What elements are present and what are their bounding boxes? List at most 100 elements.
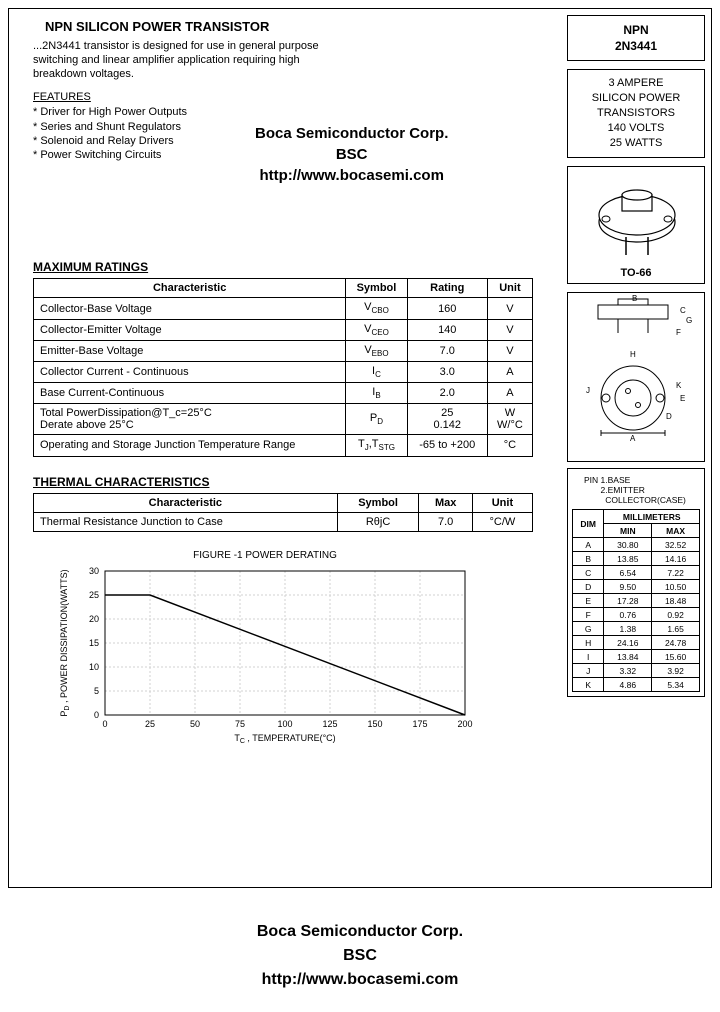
spec-summary-box: 3 AMPERE SILICON POWER TRANSISTORS 140 V…: [567, 69, 705, 157]
svg-text:150: 150: [367, 719, 382, 729]
chart-svg: 0255075100125150175200051015202530TC , T…: [55, 565, 475, 745]
svg-text:D: D: [666, 412, 672, 421]
company-abbr: BSC: [255, 144, 448, 165]
dim-letter: F: [573, 608, 604, 622]
rating-unit: V: [487, 298, 532, 319]
col-max: Max: [419, 493, 472, 512]
package-box: TO-66: [567, 166, 705, 284]
rating-char: Total PowerDissipation@T_c=25°C Derate a…: [34, 404, 346, 435]
table-row: H24.1624.78: [573, 636, 700, 650]
company-info-footer: Boca Semiconductor Corp. BSC http://www.…: [0, 920, 720, 992]
svg-text:5: 5: [94, 686, 99, 696]
rating-char: Operating and Storage Junction Temperatu…: [34, 435, 346, 456]
chart-title: FIGURE -1 POWER DERATING: [55, 550, 475, 561]
svg-text:0: 0: [94, 710, 99, 720]
rating-sym: TJ,TSTG: [346, 435, 407, 456]
dim-min: MIN: [604, 524, 652, 538]
doc-title: NPN SILICON POWER TRANSISTOR: [45, 19, 555, 34]
rating-sym: PD: [346, 404, 407, 435]
col-symbol: Symbol: [346, 279, 407, 298]
dim-letter: B: [573, 552, 604, 566]
dim-min-val: 17.28: [604, 594, 652, 608]
thermal-unit: °C/W: [472, 512, 532, 531]
dim-letter: J: [573, 664, 604, 678]
dim-min-val: 1.38: [604, 622, 652, 636]
table-row: I13.8415.60: [573, 650, 700, 664]
dim-max-val: 3.92: [652, 664, 700, 678]
pin-note: PIN 1.BASE 2.EMITTER COLLECTOR(CASE): [584, 475, 700, 506]
intro-text: ...2N3441 transistor is designed for use…: [33, 40, 353, 81]
rating-unit: °C: [487, 435, 532, 456]
rating-value: -65 to +200: [407, 435, 487, 456]
outline-drawing-box: B C G F H J K E D A: [567, 292, 705, 462]
rating-unit: V: [487, 340, 532, 361]
col-characteristic: Characteristic: [34, 279, 346, 298]
rating-char: Collector-Base Voltage: [34, 298, 346, 319]
rating-char: Base Current-Continuous: [34, 383, 346, 404]
rating-sym: VEBO: [346, 340, 407, 361]
dim-letter: K: [573, 678, 604, 692]
rating-char: Emitter-Base Voltage: [34, 340, 346, 361]
rating-value: 25 0.142: [407, 404, 487, 435]
thermal-sym: RθjC: [337, 512, 419, 531]
dim-col: DIM: [573, 510, 604, 538]
thermal-table: Characteristic Symbol Max Unit Thermal R…: [33, 493, 533, 532]
svg-text:F: F: [676, 328, 681, 337]
table-header-row: Characteristic Symbol Rating Unit: [34, 279, 533, 298]
table-row: A30.8032.52: [573, 538, 700, 552]
dim-max-val: 24.78: [652, 636, 700, 650]
table-row: F0.760.92: [573, 608, 700, 622]
dim-max-val: 7.22: [652, 566, 700, 580]
dimensions-box: PIN 1.BASE 2.EMITTER COLLECTOR(CASE) DIM…: [567, 468, 705, 698]
table-row: Operating and Storage Junction Temperatu…: [34, 435, 533, 456]
company-url: http://www.bocasemi.com: [0, 968, 720, 992]
thermal-heading: THERMAL CHARACTERISTICS: [33, 475, 555, 489]
table-row: K4.865.34: [573, 678, 700, 692]
part-number: 2N3441: [572, 38, 700, 54]
rating-sym: IC: [346, 362, 407, 383]
dim-letter: C: [573, 566, 604, 580]
dim-min-val: 4.86: [604, 678, 652, 692]
svg-text:H: H: [630, 350, 636, 359]
rating-unit: V: [487, 319, 532, 340]
table-row: G1.381.65: [573, 622, 700, 636]
company-abbr: BSC: [0, 944, 720, 968]
rating-sym: VCBO: [346, 298, 407, 319]
dim-max-val: 1.65: [652, 622, 700, 636]
dim-min-val: 30.80: [604, 538, 652, 552]
spec-line: 3 AMPERE: [572, 76, 700, 91]
table-row: Collector-Base VoltageVCBO160V: [34, 298, 533, 319]
table-row: D9.5010.50: [573, 580, 700, 594]
col-symbol: Symbol: [337, 493, 419, 512]
dim-max-val: 10.50: [652, 580, 700, 594]
rating-value: 160: [407, 298, 487, 319]
spec-line: 140 VOLTS: [572, 121, 700, 136]
company-info-top: Boca Semiconductor Corp. BSC http://www.…: [255, 123, 448, 186]
rating-char: Collector-Emitter Voltage: [34, 319, 346, 340]
dim-min-val: 24.16: [604, 636, 652, 650]
col-rating: Rating: [407, 279, 487, 298]
svg-text:15: 15: [89, 638, 99, 648]
dim-letter: D: [573, 580, 604, 594]
table-row: J3.323.92: [573, 664, 700, 678]
table-row: E17.2818.48: [573, 594, 700, 608]
table-row: Collector-Emitter VoltageVCEO140V: [34, 319, 533, 340]
side-column: NPN 2N3441 3 AMPERE SILICON POWER TRANSI…: [567, 15, 705, 697]
rating-unit: A: [487, 362, 532, 383]
dim-max-val: 14.16: [652, 552, 700, 566]
svg-text:K: K: [676, 381, 682, 390]
feature-item: * Driver for High Power Outputs: [33, 105, 555, 119]
svg-text:E: E: [680, 394, 685, 403]
page-border: NPN SILICON POWER TRANSISTOR ...2N3441 t…: [8, 8, 712, 888]
rating-char: Collector Current - Continuous: [34, 362, 346, 383]
rating-value: 140: [407, 319, 487, 340]
spec-line: SILICON POWER: [572, 91, 700, 106]
dim-min-val: 6.54: [604, 566, 652, 580]
table-header-row: DIM MILLIMETERS: [573, 510, 700, 524]
rating-sym: VCEO: [346, 319, 407, 340]
rating-sym: IB: [346, 383, 407, 404]
part-type: NPN: [572, 22, 700, 38]
svg-text:PD , POWER DISSIPATION(WATTS): PD , POWER DISSIPATION(WATTS): [59, 569, 71, 716]
table-row: Emitter-Base VoltageVEBO7.0V: [34, 340, 533, 361]
features-heading: FEATURES: [33, 91, 555, 103]
